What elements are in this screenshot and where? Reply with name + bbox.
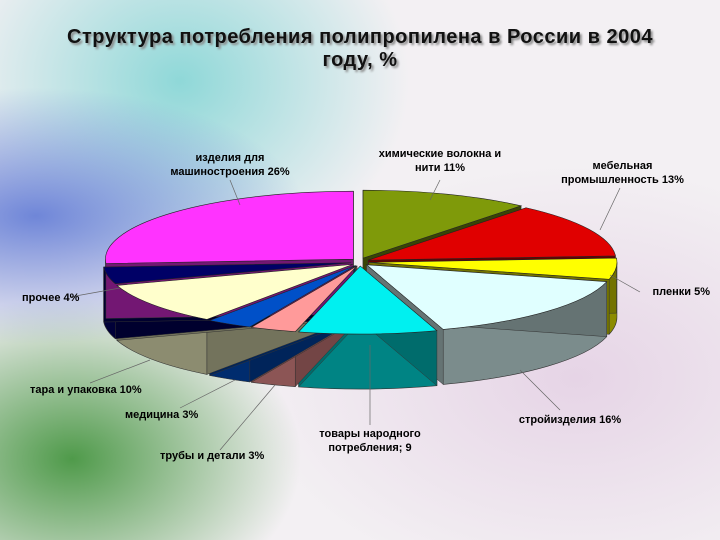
slice-label: трубы и детали 3% <box>160 449 300 463</box>
slice-label: химические волокна и нити 11% <box>365 147 515 175</box>
slice-label: мебельная промышленность 13% <box>550 159 695 187</box>
leader-line <box>179 379 236 409</box>
category-label: прочее <box>22 292 61 304</box>
category-label: мебельная промышленность <box>561 160 659 186</box>
slice <box>105 190 354 264</box>
category-label: товары народного потребления; <box>319 428 421 454</box>
leader-line <box>229 179 241 206</box>
value-label: 5% <box>694 286 710 298</box>
chart-title: Структура потребления полипропилена в Ро… <box>67 26 653 71</box>
value-label: 26% <box>267 166 290 178</box>
leader-line <box>519 369 561 411</box>
leader-line <box>89 359 151 384</box>
leader-line <box>609 274 641 293</box>
slice <box>250 265 358 332</box>
value-label: 3% <box>248 450 265 462</box>
category-label: изделия для машиностроения <box>170 152 265 178</box>
slice <box>297 265 438 335</box>
slice-label: прочее 4% <box>22 291 122 305</box>
slice <box>362 189 523 259</box>
slice-label: изделия для машиностроения 26% <box>155 151 305 179</box>
slice <box>103 262 352 285</box>
leader-line <box>429 179 441 201</box>
value-label: 10% <box>119 384 142 396</box>
category-label: тара и упаковка <box>30 384 117 396</box>
category-label: стройизделия <box>518 414 597 426</box>
value-label: 3% <box>182 409 199 421</box>
value-label: 16% <box>599 414 622 426</box>
category-label: пленки <box>652 286 692 298</box>
slice-label: пленки 5% <box>620 285 711 299</box>
slice-label: медицина 3% <box>125 408 245 422</box>
leader-line <box>599 187 621 231</box>
value-label: 13% <box>661 174 684 186</box>
leader-line <box>219 384 276 451</box>
slice-label: тара и упаковка 10% <box>30 383 170 397</box>
slice-label: стройизделия 16% <box>500 413 640 427</box>
slice-label: товары народного потребления; 9 <box>310 427 430 455</box>
value-label: 4% <box>63 292 80 304</box>
category-label: химические волокна и нити <box>378 148 502 174</box>
category-label: медицина <box>125 409 180 421</box>
slice <box>367 207 616 261</box>
category-label: трубы и детали <box>160 450 246 462</box>
slice <box>208 265 356 328</box>
slice <box>116 264 353 320</box>
value-label: 9 <box>405 442 412 454</box>
slice <box>365 264 608 330</box>
slice <box>368 257 618 280</box>
value-label: 11% <box>443 162 466 174</box>
leader-line <box>69 287 121 298</box>
